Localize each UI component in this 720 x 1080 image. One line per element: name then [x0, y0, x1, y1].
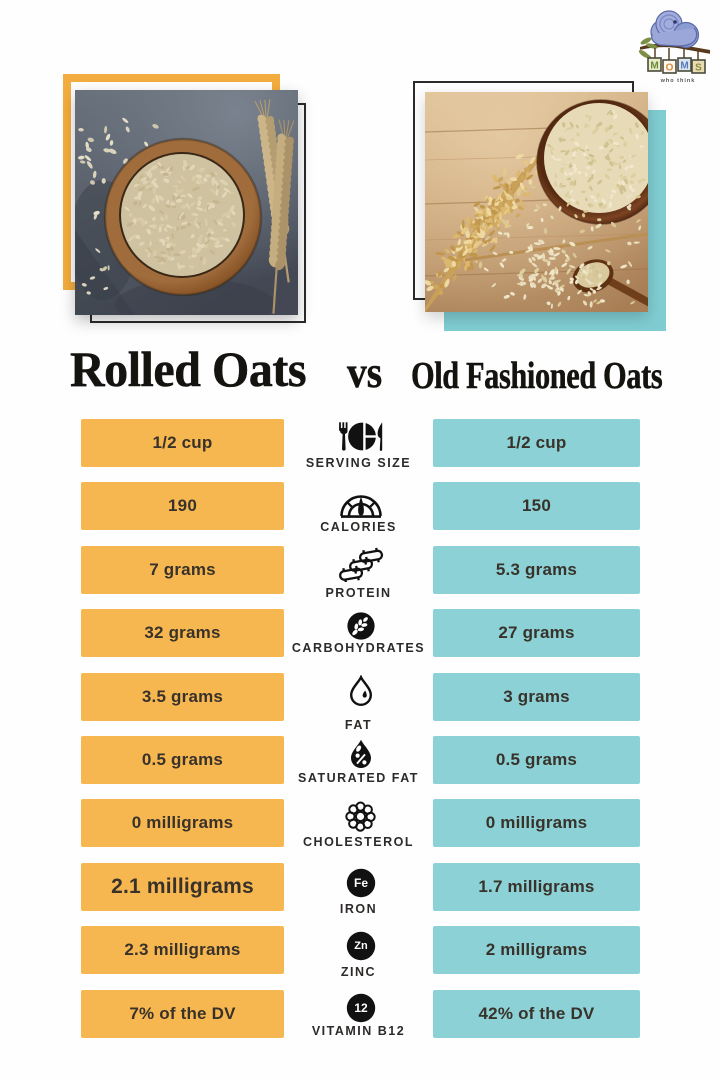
svg-text:M: M [680, 61, 688, 72]
svg-text:who think: who think [660, 78, 696, 84]
svg-text:Fe: Fe [353, 876, 367, 890]
svg-text:O: O [666, 63, 674, 74]
svg-text:Zn: Zn [354, 940, 368, 952]
svg-text:12: 12 [354, 1001, 368, 1015]
svg-text:S: S [695, 63, 702, 74]
svg-text:M: M [650, 61, 658, 72]
